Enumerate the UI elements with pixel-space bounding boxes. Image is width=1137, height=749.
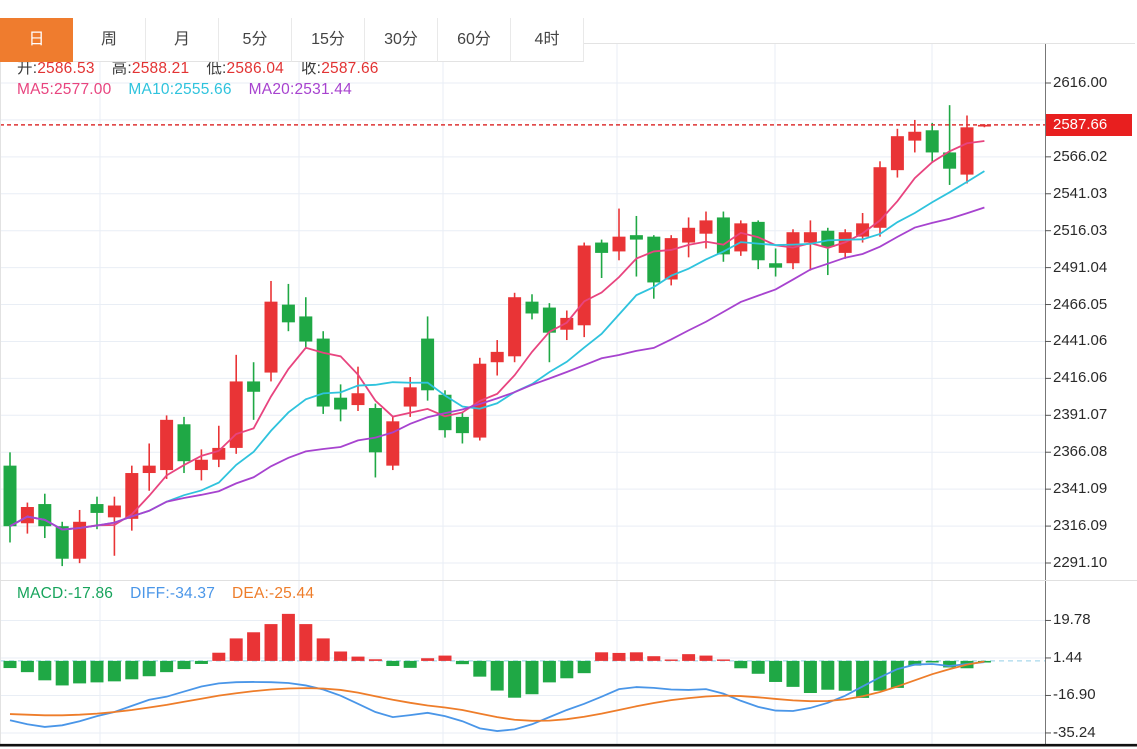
price-axis: 2616.00 2566.02 2541.03 2516.03 2491.04 2466.… <box>1053 0 1137 749</box>
macd-item-2: DEA:-25.44 <box>232 585 314 603</box>
ma-readout: MA5:2577.00 MA10:2555.66 MA20:2531.44 <box>17 81 352 99</box>
tab-周[interactable]: 周 <box>73 18 146 62</box>
macd-item-0: MACD:-17.86 <box>17 585 113 603</box>
tabbar-filler <box>584 0 1135 44</box>
macd-value: -34.37 <box>169 585 216 602</box>
ma10-line <box>9 170 985 531</box>
axis-tick-label: 2391.07 <box>1053 406 1108 424</box>
dea-line <box>9 660 985 722</box>
axis-tick-label: 2416.06 <box>1053 369 1108 387</box>
ohlc-label: 高: <box>111 60 132 77</box>
ohlc-label: 收: <box>300 60 322 77</box>
last-price-badge: 2587.66 <box>1046 113 1132 136</box>
ma-item-1: MA10:2555.66 <box>128 81 231 99</box>
tab-60分[interactable]: 60分 <box>438 18 511 62</box>
diff-line <box>9 661 985 732</box>
axis-tick-label: 2491.04 <box>1053 258 1108 276</box>
axis-tick-label: 2516.03 <box>1053 221 1108 239</box>
ma20-line <box>9 206 985 531</box>
axis-tick-label: 19.78 <box>1053 611 1091 629</box>
ohlc-readout: 开:2586.53 高:2588.21 低:2586.04 收:2587.66 <box>17 56 379 78</box>
ohlc-value: 2587.66 <box>321 60 379 77</box>
macd-value: -25.44 <box>269 585 315 602</box>
ohlc-value: 2588.21 <box>131 60 190 77</box>
macd-label: DIFF: <box>130 585 170 602</box>
ohlc-value: 2586.04 <box>226 60 284 77</box>
tab-5分[interactable]: 5分 <box>219 18 292 62</box>
ma-item-2: MA20:2531.44 <box>249 81 352 99</box>
ma-value: 2577.00 <box>53 81 112 98</box>
axis-tick-label: 2441.06 <box>1053 332 1108 350</box>
ohlc-item-0: 开:2586.53 <box>17 56 95 78</box>
macd-readout: MACD:-17.86 DIFF:-34.37 DEA:-25.44 <box>17 585 314 603</box>
macd-item-1: DIFF:-34.37 <box>130 585 215 603</box>
timeframe-tabbar: 日周月 5分 15分 30分 60分 4时 <box>0 0 1137 62</box>
ohlc-value: 2586.53 <box>37 60 95 77</box>
axis-tick-label: 2291.10 <box>1053 554 1108 571</box>
axis-tick-label: -35.24 <box>1053 723 1096 741</box>
axis-tick-label: -16.90 <box>1053 686 1096 704</box>
macd-label: DEA: <box>232 585 269 602</box>
ma-label: MA20: <box>248 81 295 98</box>
ohlc-item-1: 高:2588.21 <box>112 56 190 78</box>
ohlc-item-2: 低:2586.04 <box>206 56 284 78</box>
axis-tick-label: 2316.09 <box>1053 517 1108 535</box>
tab-月[interactable]: 月 <box>146 18 219 62</box>
axis-tick-label: 1.44 <box>1053 648 1083 666</box>
axis-tick-label: 2566.02 <box>1053 147 1108 165</box>
ohlc-item-3: 收:2587.66 <box>301 56 379 78</box>
ohlc-label: 开: <box>17 60 38 77</box>
tab-30分[interactable]: 30分 <box>365 18 438 62</box>
tab-15分[interactable]: 15分 <box>292 18 365 62</box>
axis-tick-label: 2366.08 <box>1053 443 1108 461</box>
gridlines <box>0 44 1045 744</box>
macd-value: -17.86 <box>67 585 114 602</box>
macd-label: MACD: <box>17 585 68 602</box>
axis-tick-label: 2541.03 <box>1053 184 1108 202</box>
ma-label: MA10: <box>128 81 175 98</box>
ma-value: 2531.44 <box>294 81 352 98</box>
macd-axis: 19.78 1.44 -16.90 -35.24 <box>1053 0 1137 749</box>
axis-tick-label: 2616.00 <box>1053 74 1108 91</box>
ohlc-label: 低: <box>206 60 227 77</box>
axis-tick-label: 2341.09 <box>1053 480 1108 498</box>
candles <box>3 105 991 567</box>
tab-4时[interactable]: 4时 <box>511 18 584 62</box>
ma-value: 2555.66 <box>174 81 232 98</box>
ma-label: MA5: <box>17 81 54 98</box>
axis-tick-label: 2466.05 <box>1053 295 1108 313</box>
macd-histogram <box>3 613 991 698</box>
tab-日[interactable]: 日 <box>0 18 73 62</box>
ma5-line <box>9 140 985 531</box>
ma-item-0: MA5:2577.00 <box>17 81 111 99</box>
